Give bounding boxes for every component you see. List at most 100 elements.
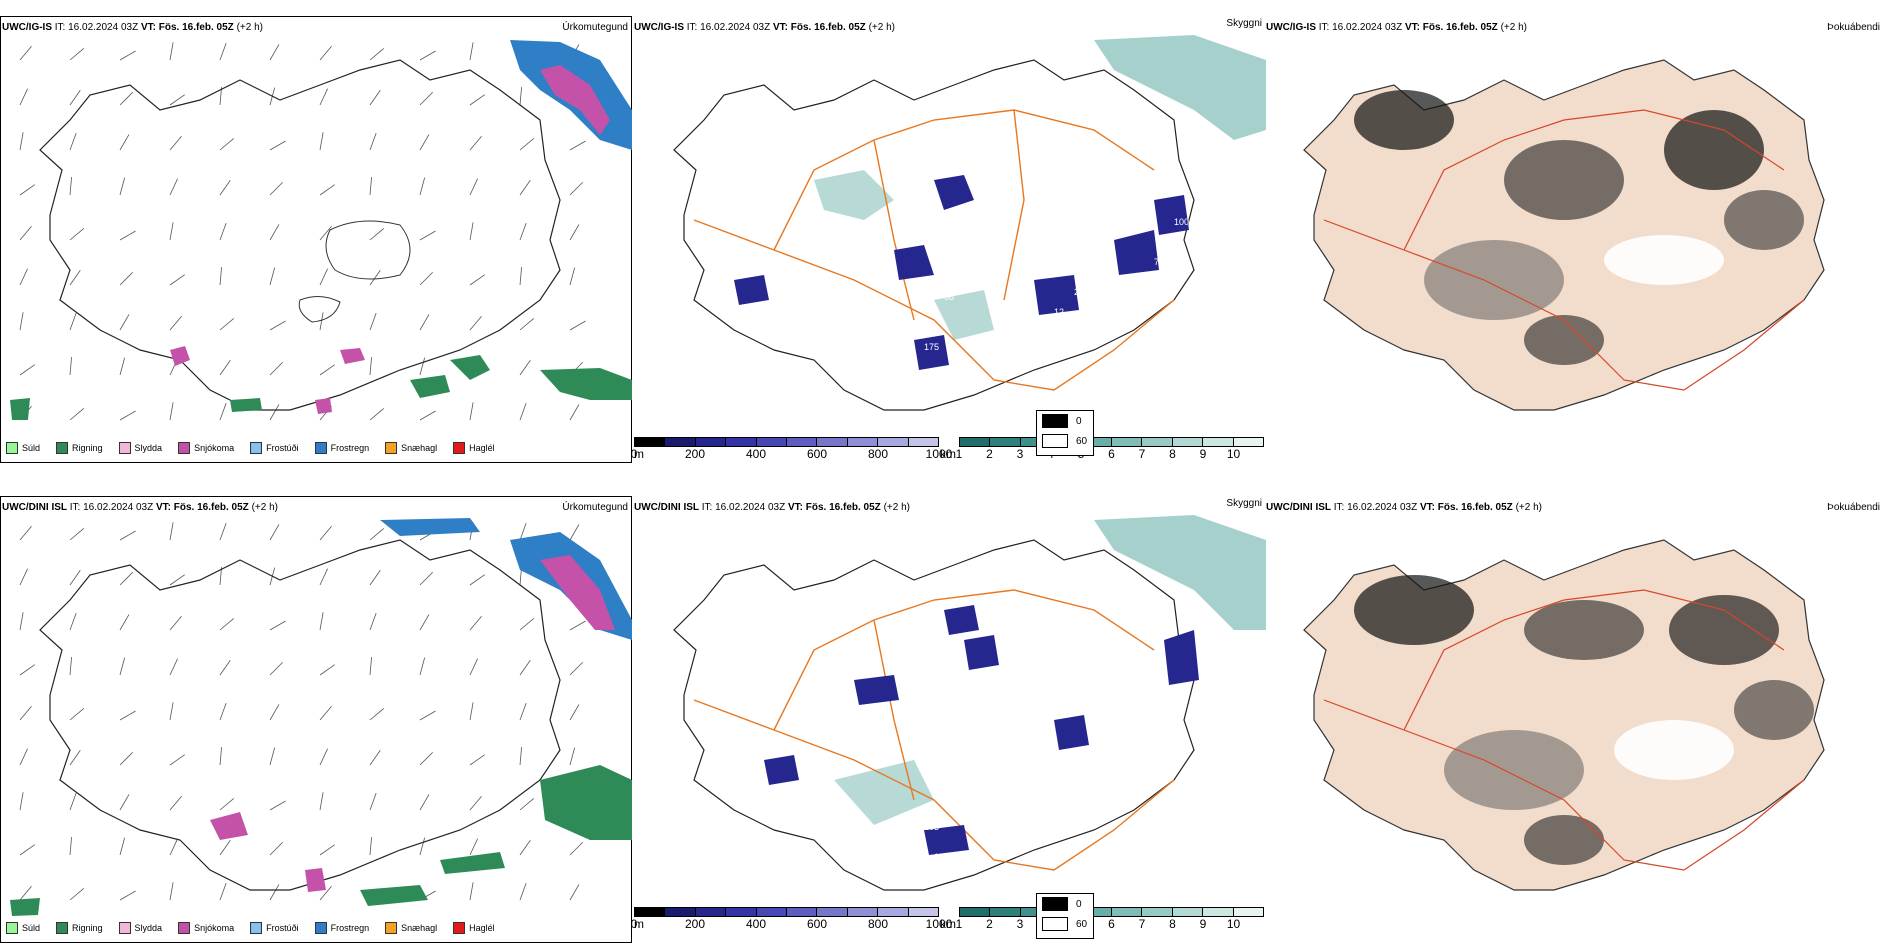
iceland-outline xyxy=(39,59,561,411)
road-network xyxy=(693,109,1175,391)
wind-barb xyxy=(119,91,134,106)
wind-barb xyxy=(419,134,430,151)
legend-swatch xyxy=(6,442,18,454)
scale-swatch xyxy=(1172,438,1204,446)
wind-barb xyxy=(19,748,28,766)
wind-barb xyxy=(219,180,231,196)
wind-barb xyxy=(569,884,580,901)
it-label: IT: xyxy=(1333,502,1345,513)
scale-swatch xyxy=(847,438,879,446)
wind-barb xyxy=(469,882,474,901)
scale-swatch xyxy=(817,908,848,916)
field-name-visibility: Skyggni xyxy=(1226,18,1262,29)
wind-barb xyxy=(169,178,178,196)
scale-bar-km xyxy=(959,907,1264,917)
wind-barb xyxy=(369,177,372,196)
visibility-value-label: 78 xyxy=(934,252,944,262)
wind-barb xyxy=(519,702,527,721)
fog-shading xyxy=(1354,575,1814,865)
it-label: IT: xyxy=(1318,22,1330,33)
wind-barb xyxy=(469,838,478,856)
wind-barb xyxy=(419,710,436,721)
visibility-value-label: 67 xyxy=(964,210,974,220)
wind-barb xyxy=(519,660,531,676)
visibility-value-label: 161 xyxy=(934,372,949,382)
wind-barb xyxy=(419,837,426,856)
wind-barb xyxy=(219,318,235,331)
fog-patch xyxy=(1354,575,1474,645)
wind-barb xyxy=(369,270,381,286)
scale-tick-label: 9 xyxy=(1199,447,1207,461)
road xyxy=(1003,109,1025,301)
scale-swatch xyxy=(878,438,909,446)
wind-barb xyxy=(19,525,32,541)
wind-barb xyxy=(269,181,284,196)
scale-tick-label: 3 xyxy=(1016,917,1024,931)
wind-barb xyxy=(19,184,35,196)
it-value: 16.02.2024 03Z xyxy=(1332,22,1403,33)
wind-barb xyxy=(469,42,474,61)
scale-tick-label: 3 xyxy=(1016,447,1024,461)
legend-label: Frostregn xyxy=(330,443,370,453)
visibility-value-label: 145 xyxy=(739,822,754,832)
low-vis-area xyxy=(1054,715,1089,750)
wind-barb xyxy=(19,312,24,331)
lead-time: (+2 h) xyxy=(236,22,263,33)
legend-label: Frostúði xyxy=(266,923,299,933)
wind-barb xyxy=(269,661,284,676)
wind-barb xyxy=(219,882,227,901)
legend-label: Snjókoma xyxy=(194,443,235,453)
model-name: UWC/IG-IS xyxy=(1266,22,1316,33)
wind-barb xyxy=(69,570,81,586)
wind-barb xyxy=(319,364,335,376)
road xyxy=(873,139,915,321)
wind-barb xyxy=(419,794,430,811)
rigning-area xyxy=(410,375,450,398)
teal-visibility-area xyxy=(834,760,934,825)
fog-key-label: 60 xyxy=(1076,918,1088,930)
scale-swatch xyxy=(847,908,879,916)
precip-legend: Súld Rigning Slydda Snjókoma Frostúði Fr… xyxy=(6,920,511,936)
visibility-value-label: 175 xyxy=(924,342,939,352)
scale-swatch xyxy=(756,438,788,446)
wind-barb xyxy=(219,798,235,811)
low-vis-area xyxy=(1034,275,1079,315)
wind-barb xyxy=(369,357,372,376)
fog-panel-bottom: UWC/DINI ISL IT: 16.02.2024 03Z VT: Fös.… xyxy=(1036,480,1900,950)
wind-barb xyxy=(69,888,85,901)
wind-barb xyxy=(269,44,280,61)
wind-barb xyxy=(69,750,81,766)
legend-item-slydda: Slydda xyxy=(118,442,162,454)
visibility-value-label: 98 xyxy=(944,292,954,302)
visibility-scale-km: 12345678910 xyxy=(956,437,1264,461)
wind-barb xyxy=(419,614,430,631)
wind-barb xyxy=(169,838,178,856)
field-name-precip: Úrkomutegund xyxy=(562,502,628,513)
scale-labels-m: 0 200 400 600 800 1000 xyxy=(631,917,953,931)
wind-barb xyxy=(219,747,222,766)
wind-barb xyxy=(419,657,426,676)
fog-key-row: 60 xyxy=(1037,914,1093,934)
wind-barb xyxy=(469,135,482,151)
wind-barb xyxy=(569,524,580,541)
teal-visibility-area xyxy=(814,170,894,220)
wind-barb xyxy=(569,704,580,721)
road xyxy=(1403,589,1785,731)
fog-key-row: 0 xyxy=(1037,894,1093,914)
wind-barb xyxy=(69,837,72,856)
wind-barb xyxy=(69,528,85,541)
wind-barb xyxy=(269,361,284,376)
it-value: 16.02.2024 03Z xyxy=(83,502,154,513)
scale-swatch xyxy=(695,438,727,446)
legend-item-haglel: Haglél xyxy=(453,442,495,454)
it-label: IT: xyxy=(686,22,698,33)
visibility-panel-top: UWC/IG-IS IT: 16.02.2024 03Z VT: Fös. 16… xyxy=(631,0,1266,480)
scale-bar-m xyxy=(634,907,939,917)
vt-label: VT: xyxy=(155,502,171,513)
visibility-value-label: 100 xyxy=(1174,217,1189,227)
wind-barb xyxy=(319,132,324,151)
scale-swatch xyxy=(635,438,666,446)
wind-barb xyxy=(119,177,126,196)
wind-barb xyxy=(519,840,531,856)
wind-barb xyxy=(269,620,286,631)
